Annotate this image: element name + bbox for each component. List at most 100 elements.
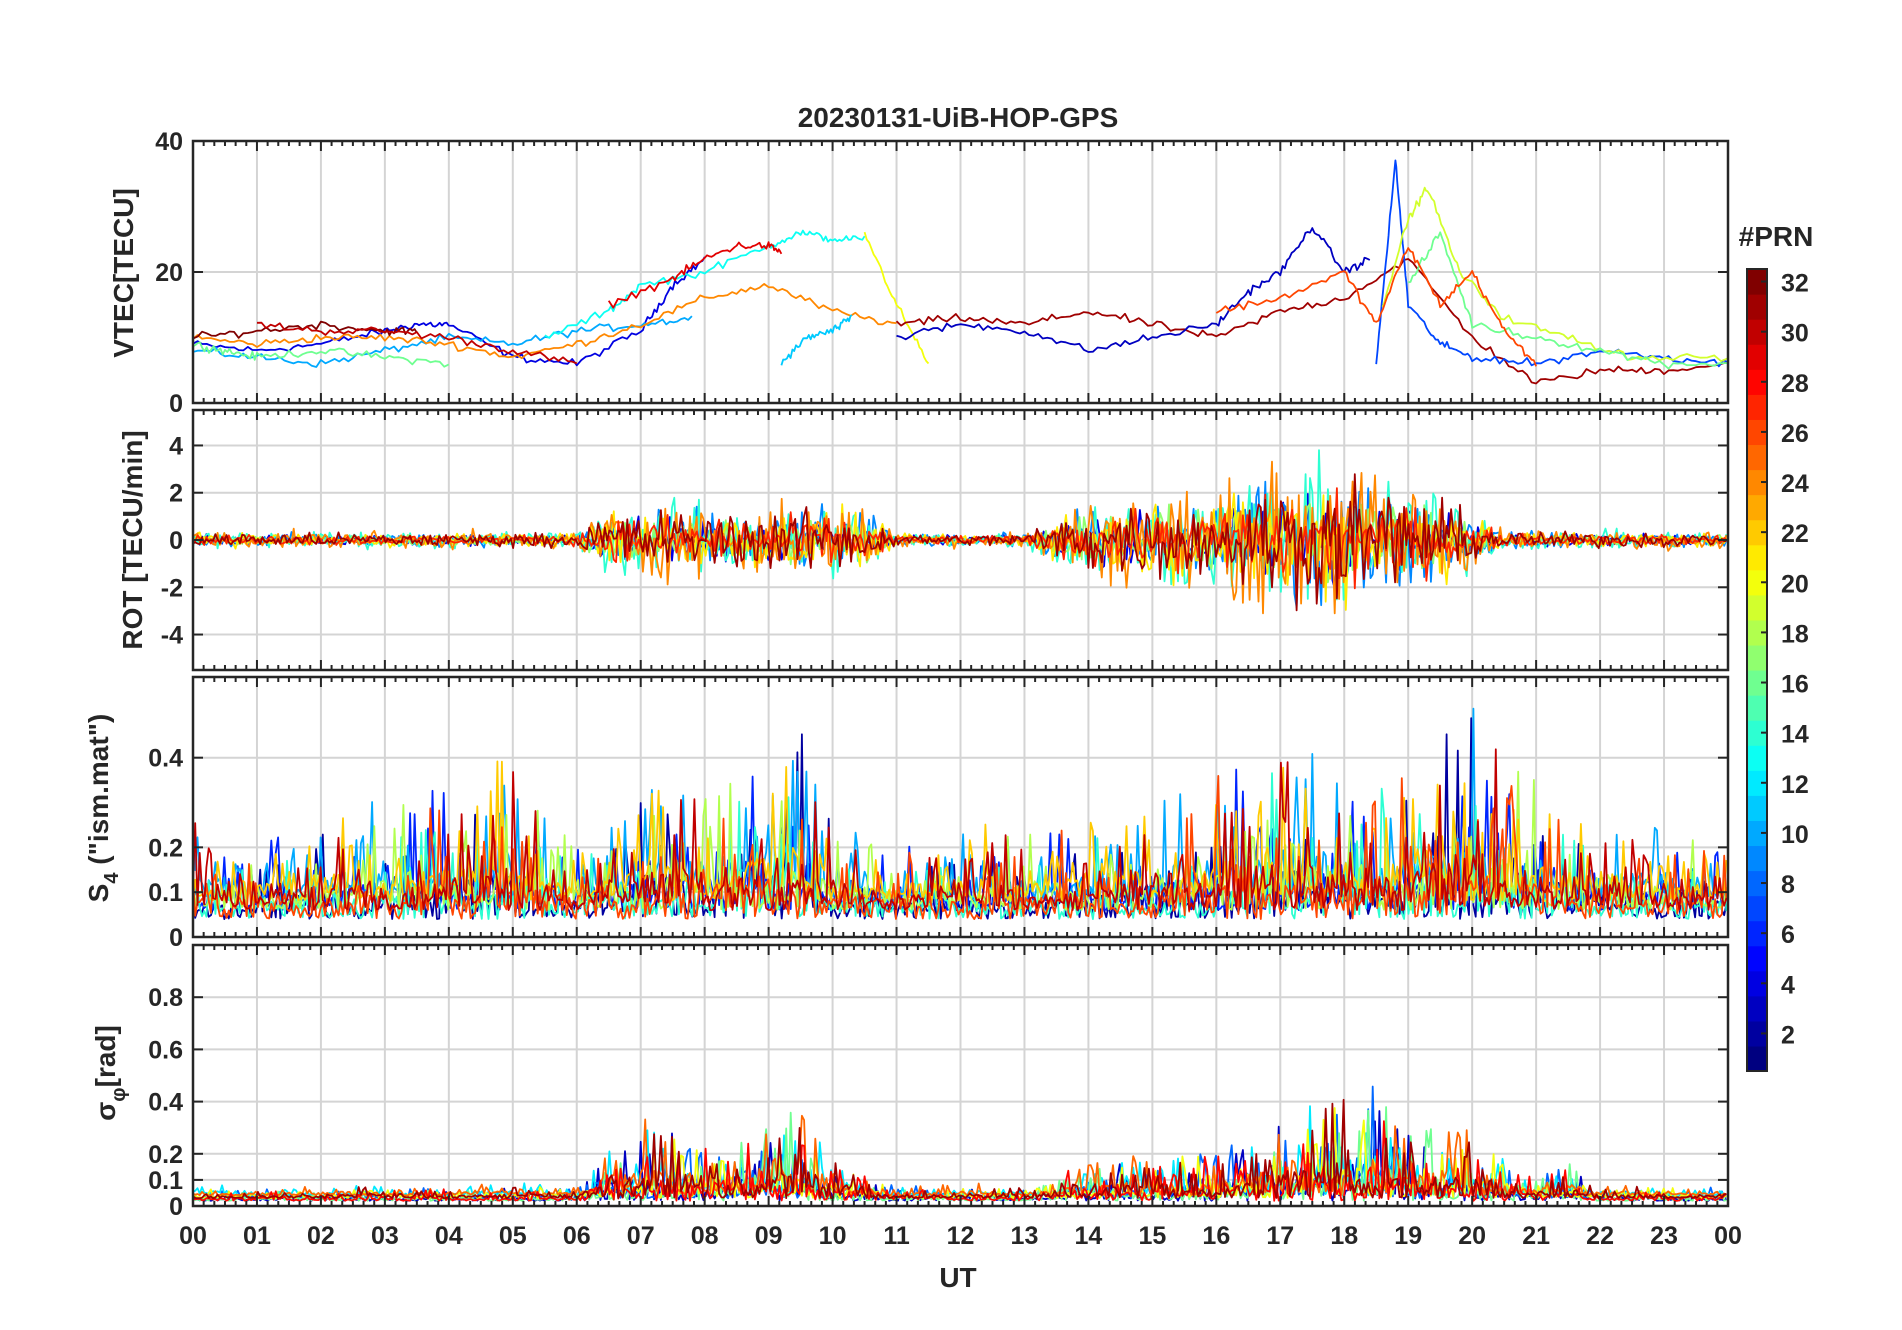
colorbar-segment [1747, 619, 1767, 646]
colorbar-tick-label: 14 [1781, 721, 1809, 749]
sigma-phi-y-label-rest: [rad] [90, 1025, 121, 1087]
colorbar-segment [1747, 294, 1767, 320]
colorbar-frame [1746, 268, 1768, 1072]
vtec-panel: 0 20 40 [155, 128, 1730, 418]
colorbar-segment [1747, 970, 1767, 997]
colorbar-segment [1747, 720, 1767, 746]
sigma-phi-y-tick-label: 0.2 [148, 1141, 183, 1169]
x-tick-label: 00 [1714, 1222, 1742, 1250]
x-tick-label: 02 [307, 1222, 335, 1250]
x-tick-label: 13 [1011, 1222, 1039, 1250]
x-tick-label: 05 [499, 1222, 527, 1250]
x-tick-label: 22 [1586, 1222, 1614, 1250]
colorbar-segment [1747, 870, 1767, 897]
colorbar-tick-label: 22 [1781, 520, 1809, 548]
rot-panel: -4 -2 0 2 4 [161, 408, 1730, 672]
x-tick-label: 09 [755, 1222, 783, 1250]
colorbar-segment [1747, 594, 1767, 621]
x-tick-label: 07 [627, 1222, 655, 1250]
s4-y-tick-label: 0.1 [148, 879, 183, 907]
vtec-y-tick-label: 0 [169, 390, 183, 418]
colorbar-segment [1747, 269, 1767, 295]
x-tick-label: 18 [1330, 1222, 1358, 1250]
vtec-series-prn-19 [1381, 186, 1728, 363]
s4-y-tick-label: 0 [169, 924, 183, 952]
vtec-y-tick-label: 20 [155, 259, 183, 287]
s4-y-label-rest: ("ism.mat") [83, 714, 114, 873]
s4-series-prn-30 [193, 748, 1728, 911]
colorbar-tick-label: 18 [1781, 620, 1809, 648]
x-tick-label: 11 [883, 1222, 910, 1250]
colorbar-segment [1747, 745, 1767, 771]
sigma-phi-y-tick-label: 0.6 [148, 1036, 183, 1064]
vtec-series-prn-10 [193, 315, 693, 368]
sigma-phi-y-label-sub: φ [108, 1087, 130, 1101]
sigma-phi-panel: 00.10.2 0.4 0.6 0.8 00 01 02 03 04 05 06 07 08 09 10 11… [148, 943, 1742, 1250]
colorbar-tick-label: 24 [1781, 470, 1809, 498]
colorbar-title: #PRN [1739, 221, 1814, 252]
colorbar-segment [1747, 344, 1767, 370]
vtec-series-prn-26 [1215, 247, 1537, 367]
colorbar-segment [1747, 494, 1767, 521]
colorbar-segment [1747, 945, 1767, 972]
vtec-series-prn-13 [544, 229, 866, 339]
colorbar-segment [1747, 795, 1767, 821]
colorbar-segment [1747, 845, 1767, 872]
colorbar-segment [1747, 644, 1767, 671]
x-tick-label: 17 [1266, 1222, 1294, 1250]
colorbar-tick-label: 28 [1781, 370, 1809, 398]
s4-series-prn-26 [193, 775, 1728, 920]
x-tick-label: 06 [563, 1222, 591, 1250]
x-tick-label: 16 [1202, 1222, 1230, 1250]
colorbar-tick-label: 30 [1781, 320, 1809, 348]
s4-panel: 0 0.1 0.2 0.4 [148, 675, 1730, 952]
colorbar-segment [1747, 1020, 1767, 1047]
colorbar-segment [1747, 820, 1767, 847]
colorbar-tick-label: 6 [1781, 921, 1795, 949]
colorbar-segment [1747, 419, 1767, 446]
colorbar-tick-label: 4 [1781, 971, 1795, 999]
colorbar-tick-label: 20 [1781, 570, 1809, 598]
colorbar-tick-label: 2 [1781, 1021, 1795, 1049]
vtec-series-prn-7 [1375, 159, 1728, 368]
s4-y-label-sub: 4 [101, 872, 123, 884]
rot-y-tick-label: 2 [169, 480, 183, 508]
rot-y-tick-label: -2 [161, 574, 183, 602]
colorbar-segment [1747, 319, 1767, 345]
colorbar-segment [1747, 770, 1767, 796]
vtec-series-prn-11 [780, 314, 853, 366]
vtec-series-prn-16 [1408, 231, 1728, 370]
colorbar-tick-label: 10 [1781, 821, 1809, 849]
colorbar-tick-label: 12 [1781, 771, 1809, 799]
x-tick-label: 14 [1075, 1222, 1103, 1250]
colorbar-tick-label: 8 [1781, 871, 1795, 899]
colorbar-segment [1747, 369, 1767, 395]
vtec-series-prn-29 [607, 241, 783, 309]
x-tick-label: 01 [243, 1222, 271, 1250]
colorbar-segment [1747, 519, 1767, 546]
colorbar-segment [1747, 695, 1767, 721]
sigma-phi-y-tick-label: 0 [169, 1193, 183, 1221]
colorbar-tick-label: 16 [1781, 671, 1809, 699]
colorbar-segment [1747, 444, 1767, 471]
rot-y-tick-label: 0 [169, 527, 183, 555]
x-tick-label: 15 [1138, 1222, 1166, 1250]
x-tick-label: 08 [691, 1222, 719, 1250]
x-tick-label: 20 [1458, 1222, 1486, 1250]
vtec-traces [193, 159, 1728, 385]
x-tick-label: 19 [1394, 1222, 1422, 1250]
colorbar-segment [1747, 670, 1767, 696]
s4-y-tick-label: 0.4 [148, 745, 183, 773]
x-tick-label: 23 [1650, 1222, 1678, 1250]
vtec-series-prn-20 [863, 231, 930, 365]
sigma-phi-y-tick-label: 0.8 [148, 984, 183, 1012]
vtec-y-label: VTEC[TECU] [108, 188, 139, 358]
rot-series-prn-31 [193, 473, 1727, 612]
colorbar-segment [1747, 920, 1767, 947]
s4-y-label-main: S [83, 884, 114, 903]
colorbar-tick-label: 32 [1781, 270, 1809, 298]
vtec-series-prn-31 [895, 258, 1728, 385]
